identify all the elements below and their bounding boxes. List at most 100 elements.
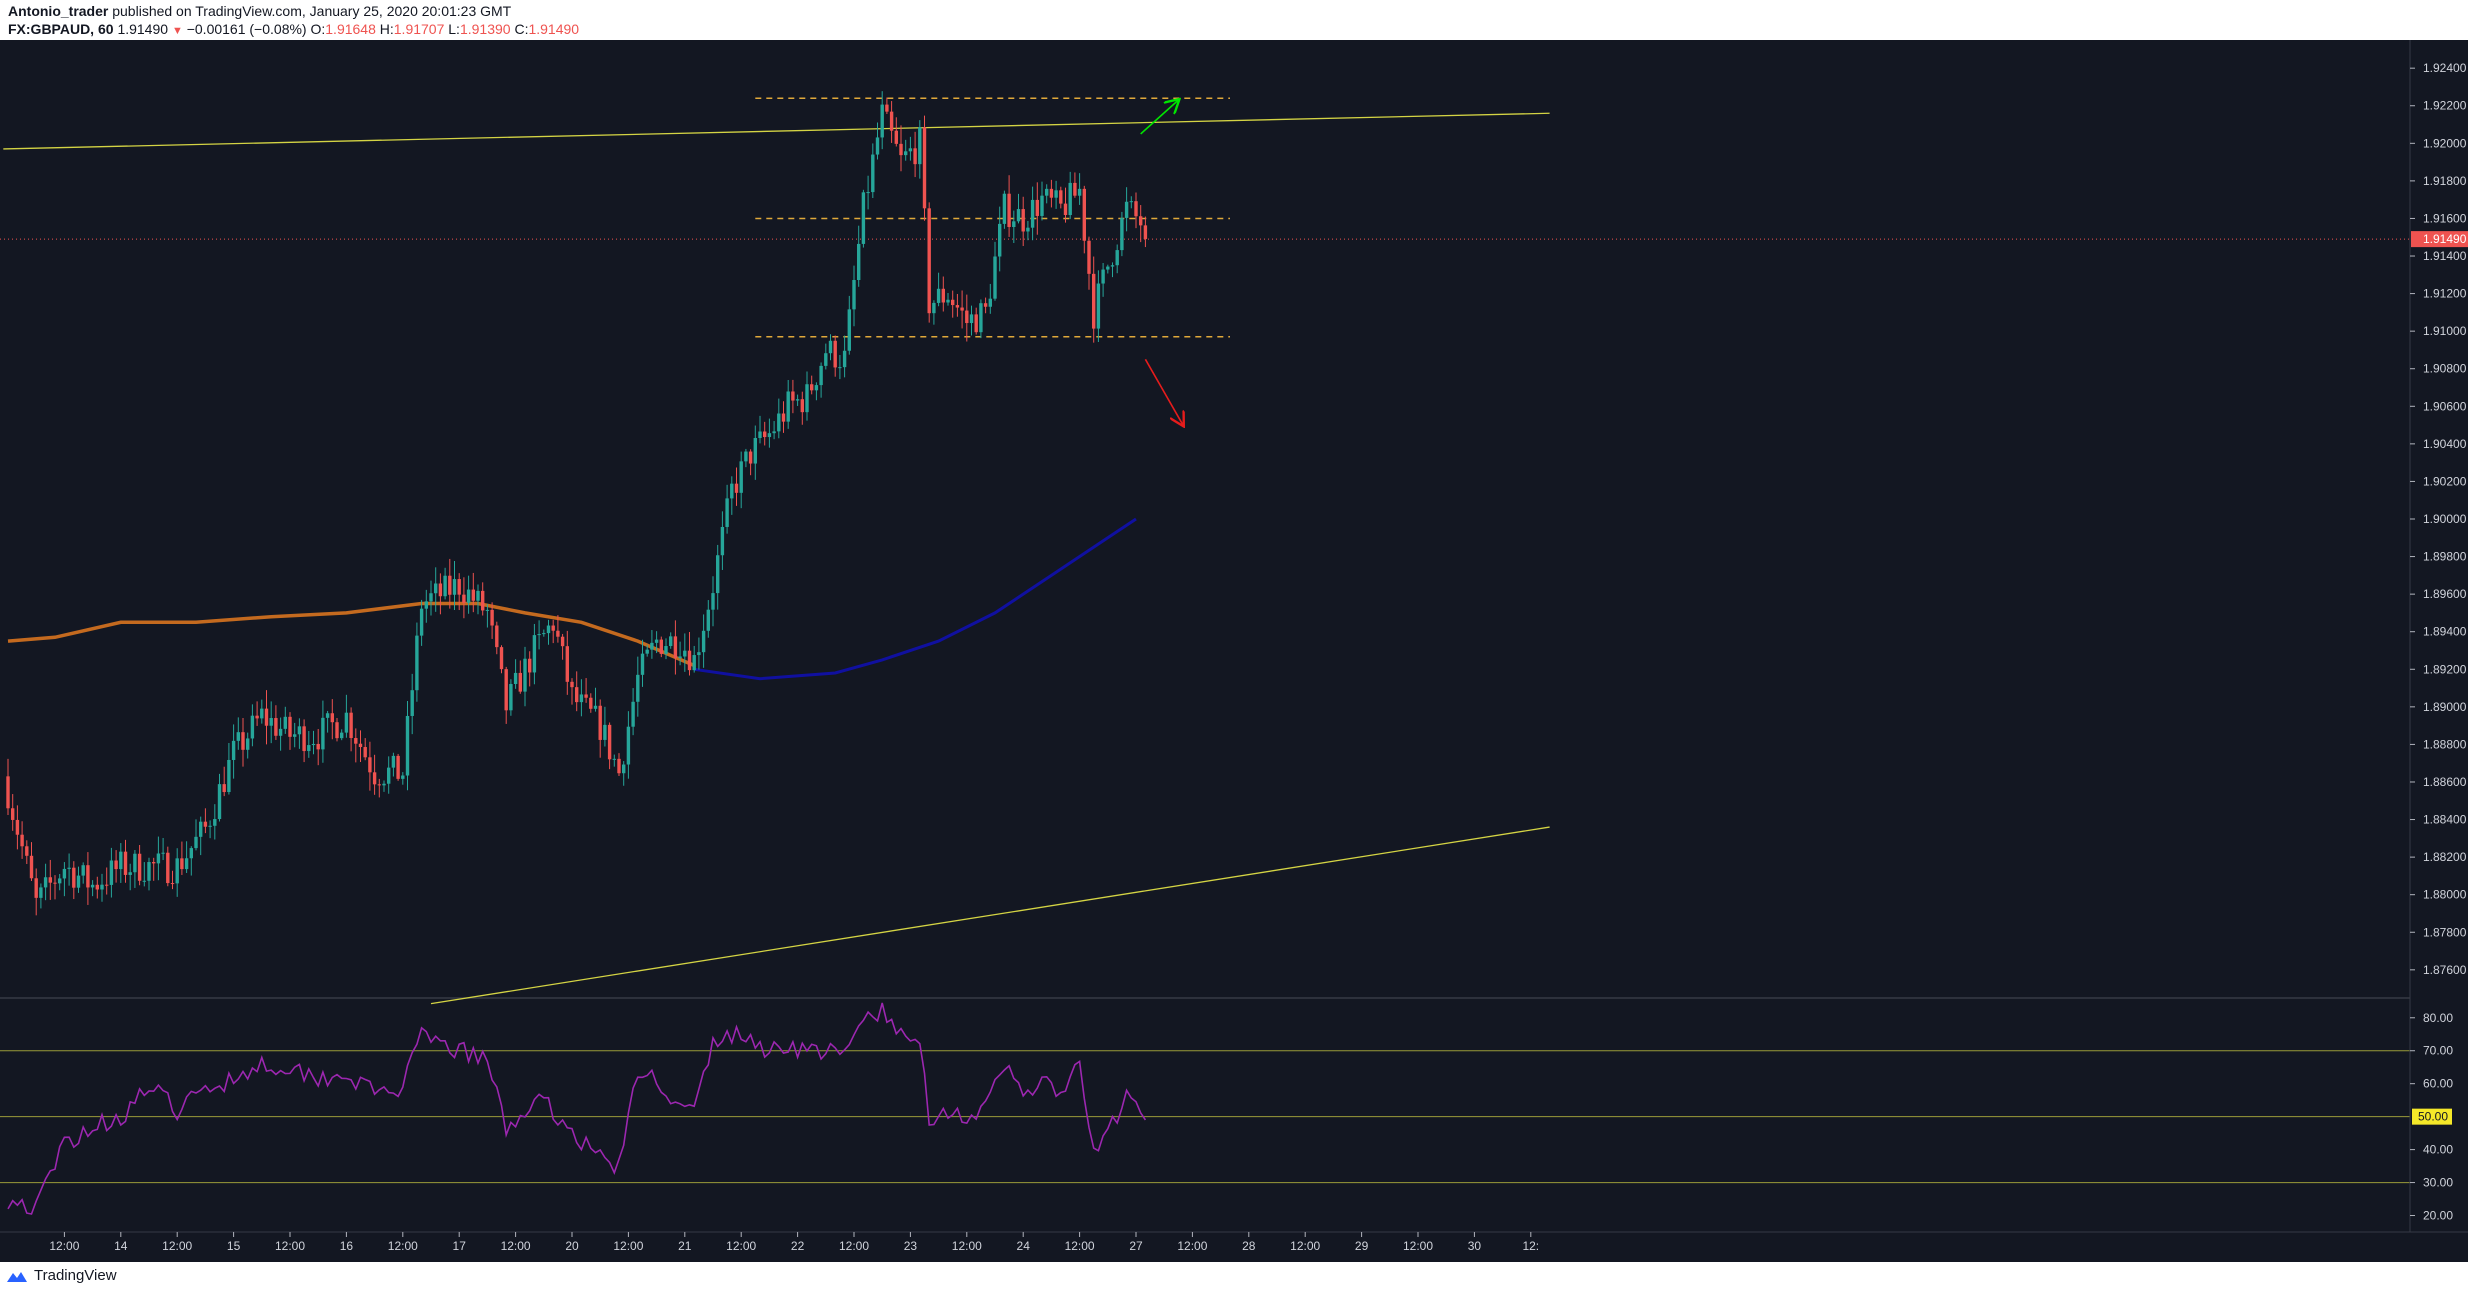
candle[interactable] [109, 847, 114, 898]
candle[interactable] [951, 290, 955, 318]
upper-trend-line[interactable] [3, 112, 1550, 150]
candle[interactable] [969, 305, 974, 336]
price-axis[interactable]: 1.92400 1.92200 1.92000 1.91800 1.91600 1.914… [2409, 40, 2468, 1232]
candle[interactable] [636, 656, 640, 717]
rsi-current-tag[interactable] [2412, 1108, 2452, 1125]
candle[interactable] [556, 615, 560, 643]
candle[interactable] [53, 875, 57, 900]
candle[interactable] [1124, 187, 1129, 232]
candle[interactable] [156, 836, 161, 881]
candle[interactable] [217, 773, 222, 822]
candle[interactable] [800, 391, 804, 425]
candle[interactable] [424, 589, 428, 623]
candle[interactable] [161, 837, 165, 861]
candle[interactable] [76, 866, 81, 893]
candle[interactable] [1101, 263, 1105, 297]
candle[interactable] [382, 780, 386, 792]
candle[interactable] [575, 671, 579, 712]
candle[interactable] [490, 602, 494, 639]
candle[interactable] [640, 639, 645, 687]
candle[interactable] [1073, 172, 1077, 198]
candle[interactable] [1115, 244, 1119, 274]
candle[interactable] [927, 202, 931, 323]
candle[interactable] [993, 241, 997, 301]
candle[interactable] [922, 115, 927, 221]
candle[interactable] [673, 620, 678, 675]
candle[interactable] [1077, 173, 1082, 205]
candle[interactable] [913, 131, 917, 178]
candle[interactable] [48, 859, 52, 900]
candle[interactable] [617, 753, 621, 777]
arrow-down[interactable] [1144, 358, 1183, 425]
candle[interactable] [1092, 256, 1096, 343]
candle[interactable] [495, 621, 499, 655]
candle[interactable] [664, 638, 668, 660]
candle[interactable] [904, 139, 908, 161]
tradingview-brand[interactable]: TradingView [6, 1267, 117, 1284]
candle[interactable] [880, 91, 884, 150]
candle[interactable] [542, 629, 546, 637]
candle[interactable] [448, 558, 452, 609]
candle[interactable] [67, 853, 71, 886]
candle[interactable] [1059, 186, 1063, 209]
candle[interactable] [842, 335, 847, 378]
candle[interactable] [687, 631, 692, 676]
candle[interactable] [269, 701, 273, 744]
candle[interactable] [152, 857, 156, 881]
candle[interactable] [570, 678, 574, 705]
candle[interactable] [58, 873, 62, 891]
candle[interactable] [1134, 192, 1138, 229]
candle[interactable] [246, 732, 250, 759]
candle[interactable] [316, 729, 320, 766]
candle[interactable] [335, 718, 339, 742]
candle[interactable] [824, 343, 828, 370]
author-name[interactable]: Antonio_trader [8, 3, 109, 19]
candle[interactable] [598, 699, 602, 758]
candle[interactable] [429, 580, 433, 616]
candle[interactable] [814, 382, 819, 401]
candle[interactable] [415, 622, 419, 702]
candle[interactable] [579, 679, 584, 717]
candle[interactable] [452, 561, 457, 610]
candle[interactable] [1129, 196, 1133, 209]
candle[interactable] [114, 850, 118, 883]
price-pane[interactable] [0, 91, 2410, 1005]
candle[interactable] [518, 660, 522, 694]
candle[interactable] [6, 758, 10, 816]
chart-area[interactable]: 1.92400 1.92200 1.92000 1.91800 1.91600 1.914… [0, 40, 2468, 1262]
candle[interactable] [509, 679, 513, 716]
candle[interactable] [175, 848, 179, 897]
candle[interactable] [170, 870, 175, 890]
candle[interactable] [222, 766, 226, 797]
candle[interactable] [1143, 216, 1148, 248]
candle[interactable] [90, 880, 95, 897]
candle[interactable] [504, 666, 508, 724]
candle[interactable] [763, 421, 767, 446]
candle[interactable] [227, 742, 231, 795]
candle[interactable] [1012, 210, 1016, 244]
candle[interactable] [288, 712, 292, 750]
candle[interactable] [645, 644, 649, 657]
candle[interactable] [767, 418, 772, 448]
candle[interactable] [358, 730, 363, 762]
candle[interactable] [974, 307, 978, 335]
candle[interactable] [1035, 182, 1039, 235]
candle[interactable] [1007, 175, 1011, 237]
candle[interactable] [781, 401, 786, 433]
candle[interactable] [349, 707, 353, 752]
candle[interactable] [142, 862, 146, 887]
candle[interactable] [189, 846, 193, 876]
candle[interactable] [692, 645, 696, 673]
candle[interactable] [537, 620, 541, 650]
candle[interactable] [603, 706, 607, 747]
candle[interactable] [128, 863, 132, 891]
candle[interactable] [711, 576, 715, 627]
ema-blue-line[interactable] [693, 517, 1137, 681]
candle[interactable] [871, 143, 875, 199]
candle[interactable] [739, 451, 743, 509]
candle[interactable] [410, 673, 414, 735]
candle[interactable] [546, 619, 551, 645]
candle[interactable] [941, 276, 945, 312]
candle[interactable] [828, 334, 833, 361]
candle[interactable] [199, 816, 203, 856]
